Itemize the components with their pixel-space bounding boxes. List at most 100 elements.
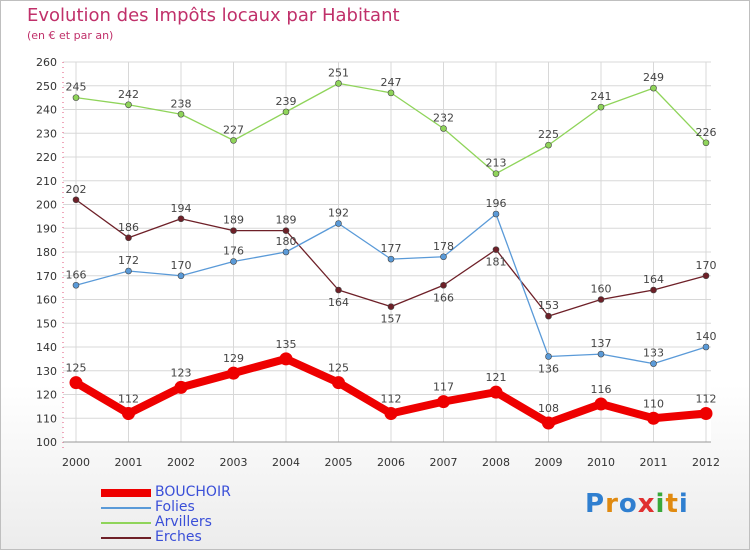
y-tick-label-140: 140 [36,341,57,354]
x-tick-label-2004: 2004 [272,456,300,469]
logo-letter: o [618,489,638,519]
y-tick-label-120: 120 [36,389,57,402]
legend-label-folies: Folies [155,499,195,515]
point-arvillers-2010 [597,103,605,111]
x-tick-label-2010: 2010 [587,456,615,469]
data-label-folies-2011: 133 [643,347,664,360]
data-label-arvillers-2004: 239 [276,95,297,108]
data-label-folies-2004: 180 [276,235,297,248]
data-label-arvillers-2011: 249 [643,71,664,84]
data-label-bouchoir-2004: 135 [276,338,297,351]
x-tick-label-2002: 2002 [167,456,195,469]
data-label-arvillers-2009: 225 [538,128,559,141]
data-label-folies-2003: 176 [223,245,244,258]
data-label-folies-2002: 170 [171,259,192,272]
point-erches-2003 [230,227,237,234]
logo-letter: i [678,489,689,519]
data-label-arvillers-2001: 242 [118,88,139,101]
point-erches-2009 [545,312,552,320]
data-label-folies-2001: 172 [118,254,139,267]
legend-swatch-arvillers [101,521,151,524]
legend-swatch-erches [101,536,151,539]
point-bouchoir-2010 [594,397,608,411]
point-arvillers-2006 [387,89,395,97]
x-tick-label-2006: 2006 [377,456,405,469]
point-arvillers-2000 [72,94,80,101]
point-arvillers-2009 [545,141,552,149]
data-label-erches-2000: 202 [66,183,87,196]
point-erches-2006 [387,303,395,310]
data-label-folies-2000: 166 [66,268,87,281]
y-tick-label-150: 150 [36,317,57,330]
y-tick-label-100: 100 [36,436,57,449]
x-tick-label-2000: 2000 [62,456,90,469]
data-label-bouchoir-2006: 112 [381,393,402,406]
point-erches-2000 [72,196,80,204]
point-erches-2010 [597,296,605,303]
data-label-bouchoir-2011: 110 [643,397,664,410]
data-label-bouchoir-2008: 121 [486,371,507,384]
point-arvillers-2011 [650,84,657,92]
point-bouchoir-2000 [69,376,83,390]
point-bouchoir-2008 [489,385,503,399]
point-folies-2012 [702,343,710,351]
point-folies-2008 [492,210,500,218]
data-label-bouchoir-2005: 125 [328,362,349,375]
point-folies-2006 [387,255,395,263]
point-erches-2002 [177,215,185,223]
point-erches-2001 [125,234,132,242]
point-bouchoir-2012 [699,407,713,420]
y-tick-label-190: 190 [36,222,57,235]
x-tick-label-2011: 2011 [640,456,668,469]
point-bouchoir-2003 [227,366,240,380]
legend-item-bouchoir: BOUCHOIR [101,485,231,500]
data-label-arvillers-2010: 241 [591,90,612,103]
point-arvillers-2012 [702,139,710,147]
data-label-bouchoir-2002: 123 [171,366,192,379]
y-tick-label-180: 180 [36,246,57,259]
data-label-folies-2012: 140 [696,330,717,343]
data-label-bouchoir-2001: 112 [118,393,139,406]
data-label-erches-2012: 170 [696,259,717,272]
data-label-erches-2011: 164 [643,273,664,286]
proxiti-logo: Proxiti [585,489,689,519]
data-label-bouchoir-2012: 112 [696,393,717,406]
data-label-folies-2008: 196 [486,197,507,210]
point-arvillers-2001 [125,101,132,109]
data-label-erches-2010: 160 [591,283,612,296]
point-arvillers-2005 [335,80,342,87]
x-tick-label-2012: 2012 [692,456,720,469]
point-erches-2004 [282,227,290,234]
point-folies-2007 [440,253,447,261]
point-folies-2003 [230,258,237,265]
y-tick-label-130: 130 [36,365,57,378]
point-bouchoir-2006 [384,407,398,420]
chart-subtitle: (en € et par an) [27,29,114,42]
data-label-erches-2009: 153 [538,299,559,312]
logo-letter: t [665,489,679,519]
data-label-folies-2010: 137 [591,337,612,350]
legend-label-bouchoir: BOUCHOIR [155,484,231,500]
point-folies-2009 [545,353,552,360]
x-tick-label-2007: 2007 [430,456,458,469]
point-arvillers-2003 [230,137,237,144]
point-erches-2011 [650,286,657,294]
chart-title: Evolution des Impôts locaux par Habitant [27,5,400,26]
point-bouchoir-2009 [542,416,555,430]
data-label-bouchoir-2003: 129 [223,352,244,365]
point-arvillers-2007 [440,125,447,132]
point-erches-2008 [492,246,500,253]
data-label-arvillers-2000: 245 [66,81,87,94]
data-label-bouchoir-2000: 125 [66,362,87,375]
point-folies-2004 [282,248,290,256]
x-tick-label-2001: 2001 [115,456,143,469]
data-label-erches-2008: 181 [486,256,507,269]
data-label-folies-2005: 192 [328,207,349,220]
point-folies-2002 [177,272,185,280]
x-tick-label-2005: 2005 [325,456,353,469]
point-arvillers-2002 [177,110,185,118]
point-erches-2012 [702,272,710,280]
point-erches-2005 [335,286,342,294]
data-label-arvillers-2007: 232 [433,112,454,125]
